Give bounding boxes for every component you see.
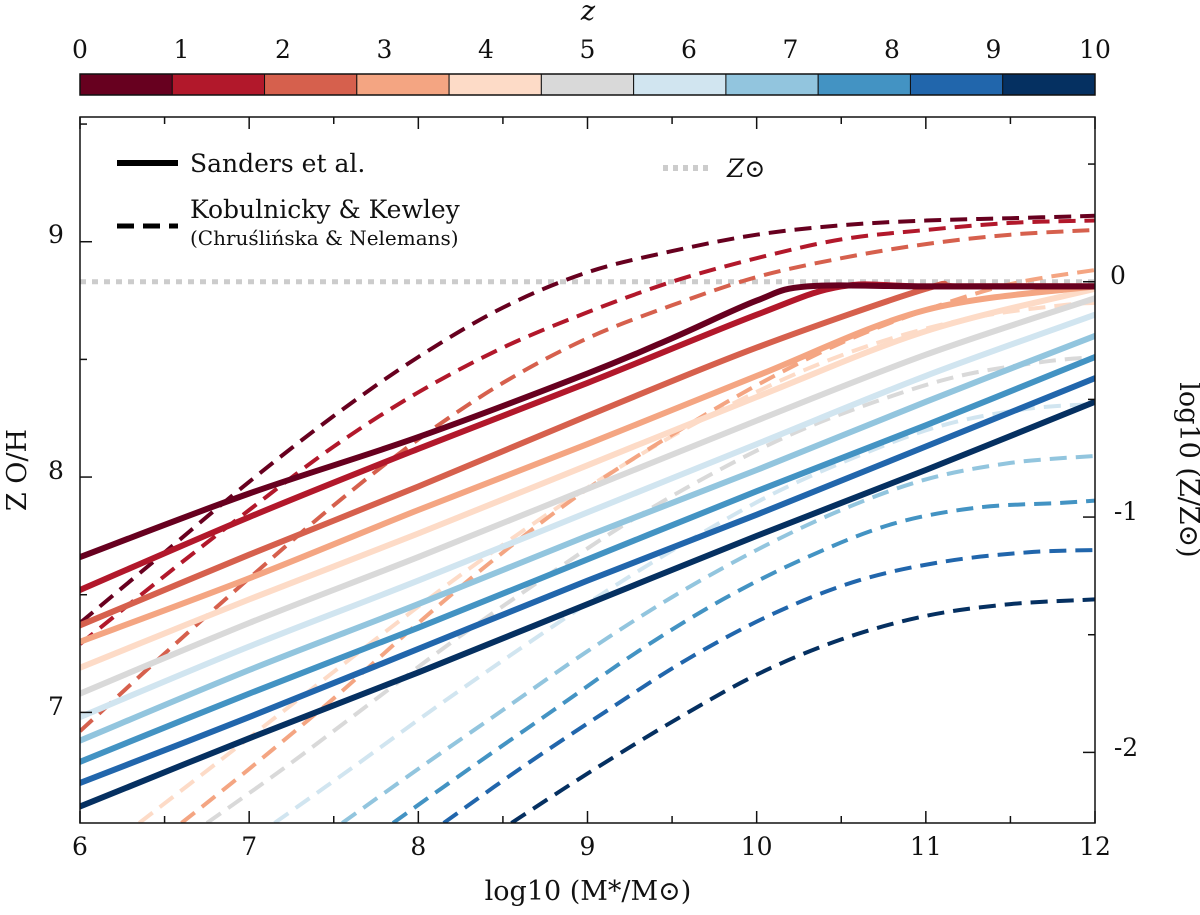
colorbar-frame [79, 73, 1096, 96]
kk-series-line [80, 218, 1095, 646]
sanders-series-line [80, 295, 1095, 697]
sanders-series-line [80, 375, 1095, 786]
legend-solar-label: Z⊙ [726, 154, 765, 183]
kk-series-line [510, 597, 1095, 823]
y-tick-label: 8 [48, 456, 64, 485]
sanders-series-line [80, 280, 1095, 629]
sanders-series-line [80, 332, 1095, 744]
y-tick-label: 7 [48, 692, 64, 721]
legend: Sanders et al. Kobulnicky & Kewley (Chru… [117, 149, 765, 250]
colorbar: z 0 1 2 3 4 5 6 7 8 9 10 [72, 0, 1111, 96]
colorbar-cell [356, 73, 450, 96]
x-tick-label: 11 [910, 832, 942, 861]
legend-kk-sublabel: (Chruślińska & Nelemans) [190, 226, 459, 250]
colorbar-cells [79, 73, 1096, 96]
colorbar-cell [633, 73, 727, 96]
kk-series-line [273, 402, 1095, 823]
x-tick-label: 12 [1079, 832, 1111, 861]
colorbar-tick-label: 7 [783, 35, 799, 64]
colorbar-cell [1002, 73, 1096, 96]
colorbar-tick-label: 5 [580, 35, 596, 64]
colorbar-cell [540, 73, 635, 96]
sanders-series-line [80, 398, 1095, 810]
sanders-series-line [80, 282, 1095, 561]
colorbar-cell [817, 73, 911, 96]
colorbar-tick-label: 8 [884, 35, 900, 64]
x-tick-label: 9 [580, 832, 596, 861]
x-axis-title: log10 (M*/M⊙) [485, 876, 692, 907]
colorbar-tick-label: 3 [377, 35, 393, 64]
y-right-tick-labels: 0 -1 -2 [1110, 261, 1138, 762]
colorbar-cell [909, 73, 1004, 96]
colorbar-tick-label: 4 [478, 35, 494, 64]
colorbar-tick-label: 9 [986, 35, 1002, 64]
colorbar-tick-label: 10 [1079, 35, 1111, 64]
x-tick-label: 8 [410, 832, 426, 861]
legend-sanders-label: Sanders et al. [190, 149, 365, 178]
colorbar-cell [79, 73, 173, 96]
colorbar-cell [171, 73, 266, 96]
kk-series-line [80, 213, 1095, 625]
kk-series-line [80, 228, 1095, 733]
colorbar-tick-label: 2 [275, 35, 291, 64]
sanders-series-group [80, 280, 1095, 810]
kk-series-line [442, 548, 1095, 823]
kk-series-line [341, 453, 1095, 823]
legend-kk-label: Kobulnicky & Kewley [190, 195, 461, 224]
x-tick-label: 7 [241, 832, 257, 861]
y-right-axis-title: log10 (Z/Z⊙) [1173, 382, 1200, 557]
y-right-tick-label: -1 [1114, 497, 1138, 526]
y-right-tick-label: -2 [1114, 733, 1138, 762]
colorbar-cell [725, 73, 819, 96]
sanders-series-line [80, 285, 1095, 671]
plot-area [80, 213, 1095, 823]
colorbar-tick-label: 6 [681, 35, 697, 64]
colorbar-tick-labels: 0 1 2 3 4 5 6 7 8 9 10 [72, 35, 1111, 64]
colorbar-cell [264, 73, 358, 96]
colorbar-tick-label: 1 [174, 35, 190, 64]
y-axis-title: Z O/H [2, 429, 33, 511]
x-tick-label: 6 [72, 832, 88, 861]
sanders-series-line [80, 354, 1095, 765]
colorbar-label: z [580, 0, 596, 27]
sanders-series-line [80, 311, 1095, 721]
kk-series-line [391, 498, 1095, 823]
sanders-series-line [80, 283, 1095, 645]
y-right-tick-label: 0 [1110, 261, 1126, 290]
x-tick-labels: 6 7 8 9 10 11 12 [72, 832, 1111, 861]
colorbar-cell [448, 73, 542, 96]
y-tick-label: 9 [48, 220, 64, 249]
y-tick-labels: 7 8 9 [48, 220, 64, 721]
axis-ticks [79, 117, 1096, 823]
colorbar-tick-label: 0 [72, 35, 88, 64]
x-tick-label: 10 [741, 832, 773, 861]
